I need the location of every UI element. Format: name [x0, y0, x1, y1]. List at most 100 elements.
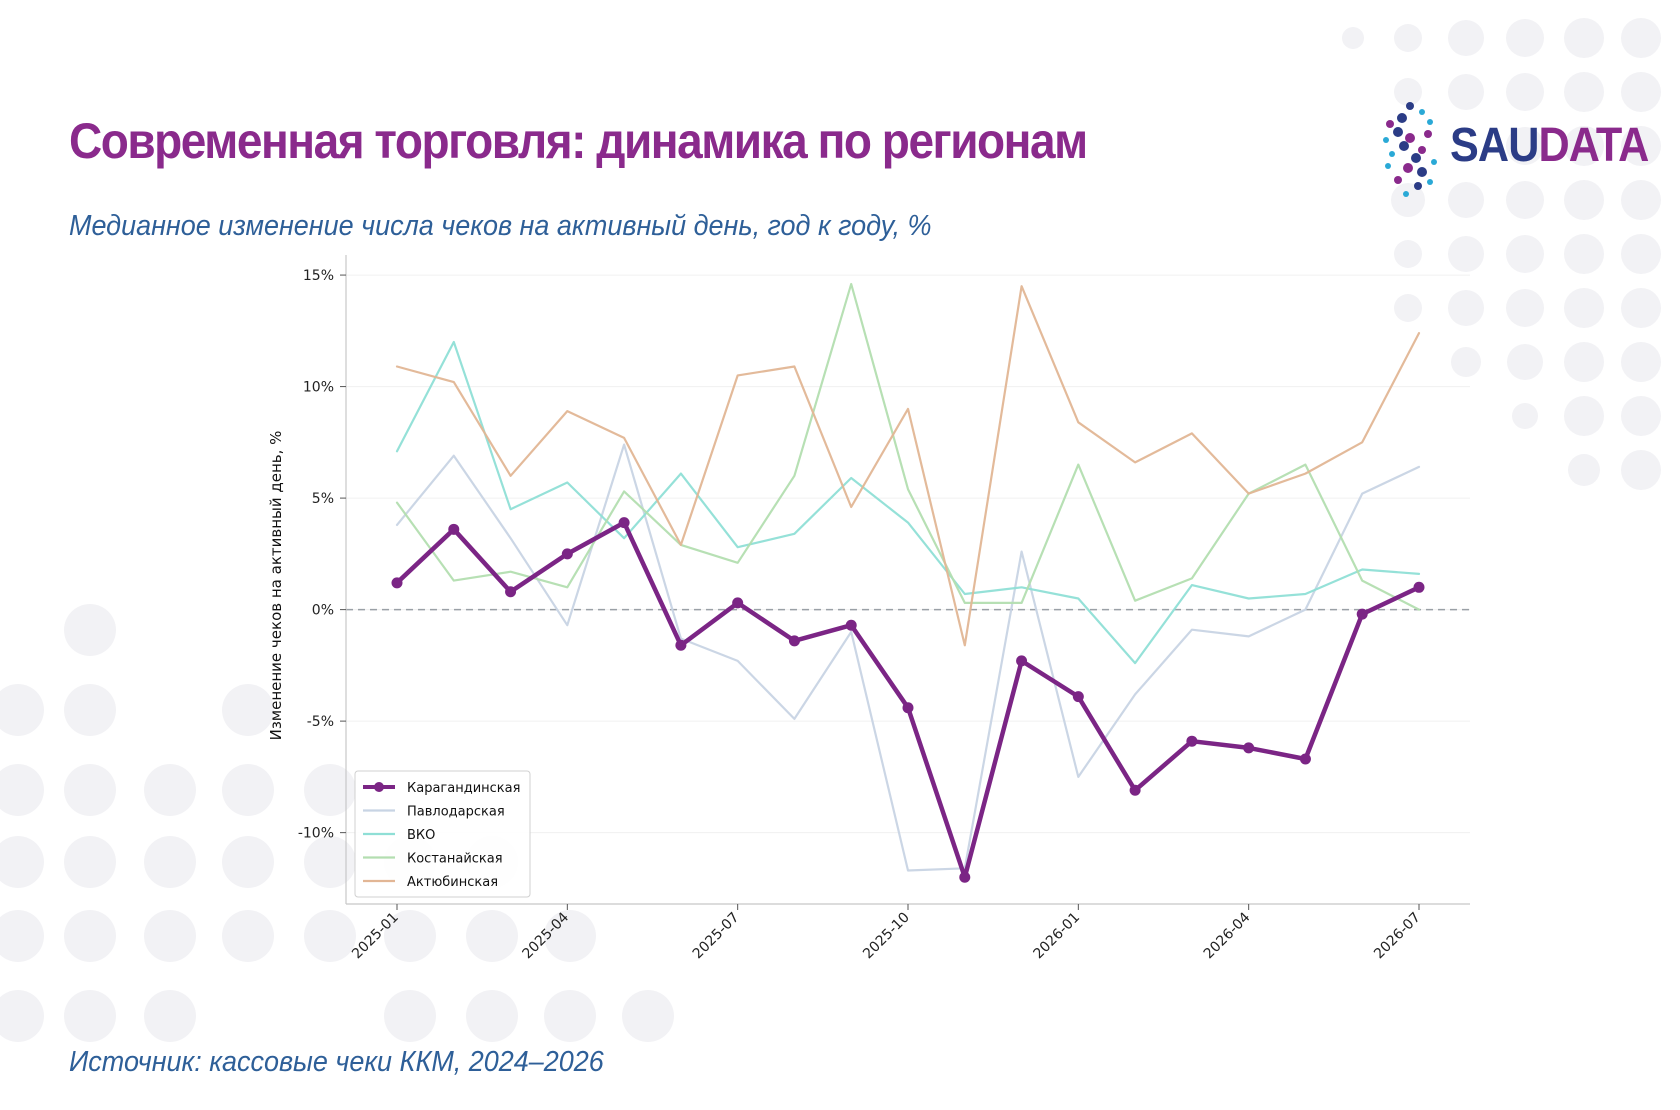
background-dot — [1621, 72, 1661, 112]
data-point — [448, 523, 460, 535]
data-point — [1243, 742, 1255, 754]
y-tick-label: 0% — [312, 603, 334, 619]
background-dot — [1564, 18, 1604, 58]
data-point — [1016, 655, 1028, 667]
background-dot — [0, 836, 44, 888]
background-dot — [544, 990, 596, 1042]
data-point — [1129, 784, 1141, 796]
background-dot — [222, 764, 274, 816]
background-dot — [0, 684, 44, 736]
data-point — [505, 586, 517, 598]
background-dot — [1394, 24, 1422, 52]
background-dot — [0, 764, 44, 816]
x-tick-label: 2026-07 — [1371, 910, 1424, 963]
data-point — [1413, 581, 1425, 593]
data-point — [788, 635, 800, 647]
background-dot — [304, 836, 356, 888]
background-dot — [1564, 342, 1604, 382]
background-dot — [1621, 180, 1661, 220]
background-dot — [1394, 240, 1422, 268]
logo-wordmark-data: DATA — [1538, 119, 1650, 172]
saudata-logo: SAUDATA — [1378, 96, 1649, 200]
legend-label: Карагандинская — [407, 781, 520, 796]
background-dot — [1448, 74, 1484, 110]
background-dot — [1448, 236, 1484, 272]
background-dot — [1564, 234, 1604, 274]
background-dot — [1564, 72, 1604, 112]
background-dot — [304, 764, 356, 816]
data-point — [675, 639, 687, 651]
data-point — [845, 619, 857, 631]
background-dot — [1568, 454, 1600, 486]
background-dot — [1621, 396, 1661, 436]
background-dot — [1564, 288, 1604, 328]
background-dot — [1391, 183, 1425, 217]
x-tick-label: 2025-04 — [519, 909, 572, 962]
x-tick-label: 2025-10 — [860, 910, 913, 963]
y-tick-label: 15% — [303, 268, 334, 284]
data-point — [1356, 608, 1368, 620]
background-dot — [222, 684, 274, 736]
chart-subtitle: Медианное изменение числа чеков на актив… — [69, 210, 932, 242]
background-dot — [466, 990, 518, 1042]
background-dot — [1621, 234, 1661, 274]
background-dot — [1506, 127, 1544, 165]
background-dot — [1506, 235, 1544, 273]
page-title: Современная торговля: динамика по регион… — [69, 113, 1088, 169]
data-point — [391, 577, 403, 589]
background-dot — [0, 990, 44, 1042]
background-dot — [1448, 20, 1484, 56]
legend-label: Актюбинская — [407, 875, 498, 890]
background-dot — [222, 836, 274, 888]
background-dot — [1506, 289, 1544, 327]
series-line — [395, 285, 1421, 647]
logo-mark-icon — [1383, 102, 1437, 197]
data-point — [1072, 691, 1084, 703]
series-line — [394, 520, 1422, 880]
background-dot — [466, 910, 518, 962]
background-dot — [64, 910, 116, 962]
background-dot — [1448, 290, 1484, 326]
background-dot — [0, 910, 44, 962]
background-dot — [1506, 181, 1544, 219]
background-dot — [1506, 73, 1544, 111]
background-dot — [1507, 344, 1543, 380]
background-dot — [144, 910, 196, 962]
y-tick-label: 5% — [312, 491, 334, 507]
data-point — [1186, 735, 1198, 747]
series-line — [395, 443, 1421, 872]
background-dot — [1394, 294, 1422, 322]
background-dot — [1394, 78, 1422, 106]
y-axis-title: Изменение чеков на активный день, % — [267, 431, 285, 741]
data-point — [959, 871, 971, 883]
legend-label: ВКО — [407, 828, 435, 843]
background-dot — [1621, 126, 1661, 166]
background-dot — [144, 836, 196, 888]
data-point — [732, 597, 744, 609]
background-dot — [1342, 27, 1364, 49]
y-tick-label: -5% — [307, 714, 334, 730]
background-dot — [1564, 126, 1604, 166]
background-dot — [144, 764, 196, 816]
legend-marker — [374, 782, 384, 792]
series-line — [395, 282, 1421, 611]
background-dot — [1621, 450, 1661, 490]
data-source-note: Источник: кассовые чеки ККМ, 2024–2026 — [69, 1046, 604, 1078]
x-tick-label: 2025-01 — [349, 910, 402, 963]
legend — [354, 770, 531, 898]
background-dot — [1506, 19, 1544, 57]
background-dot — [1564, 396, 1604, 436]
background-dot — [64, 684, 116, 736]
data-point — [1299, 753, 1311, 765]
background-dot — [622, 990, 674, 1042]
background-dot — [1512, 403, 1538, 429]
background-dot — [64, 604, 116, 656]
x-tick-label: 2025-07 — [690, 910, 743, 963]
x-tick-label: 2026-01 — [1030, 910, 1083, 963]
background-dot — [1621, 342, 1661, 382]
logo-wordmark-sau: SAU — [1450, 119, 1539, 172]
background-dot — [304, 910, 356, 962]
background-dot — [144, 990, 196, 1042]
background-dot — [1451, 347, 1481, 377]
